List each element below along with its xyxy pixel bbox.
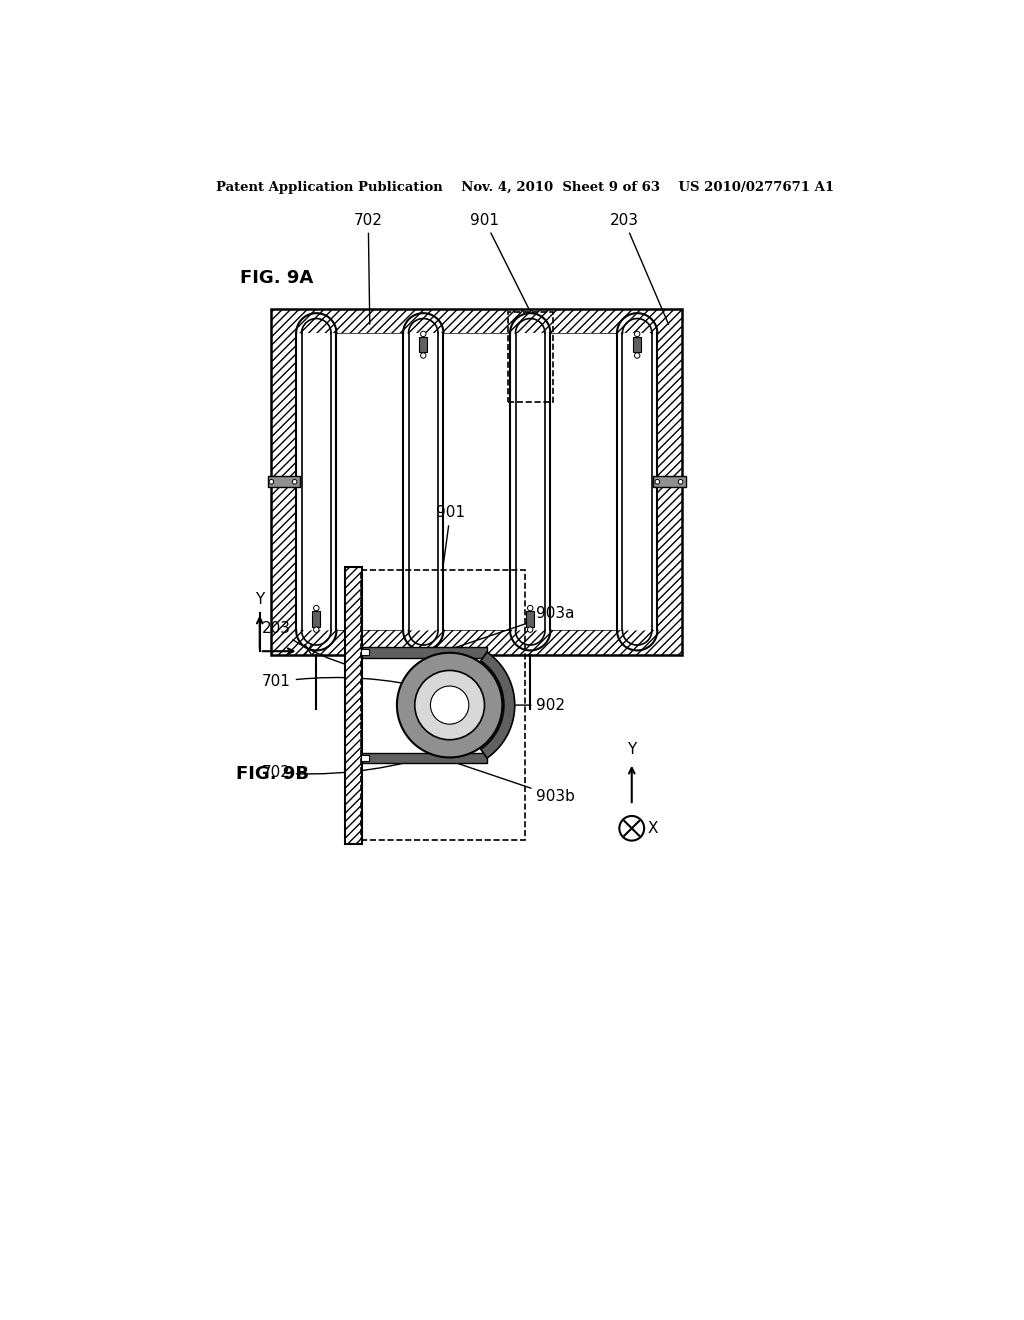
Bar (550, 333, 617, 631)
Circle shape (635, 331, 640, 337)
Bar (653, 477, 686, 487)
Circle shape (313, 627, 319, 632)
Text: 203: 203 (262, 620, 351, 665)
Circle shape (635, 352, 640, 358)
FancyBboxPatch shape (409, 333, 438, 631)
Bar (360, 570, 524, 840)
Text: X: X (302, 644, 313, 659)
Bar (337, 333, 403, 631)
Bar (443, 333, 510, 631)
Circle shape (313, 606, 319, 611)
Bar (312, 611, 321, 627)
FancyBboxPatch shape (623, 333, 652, 631)
Text: FIG. 9B: FIG. 9B (237, 766, 309, 783)
Bar (526, 611, 535, 627)
Text: 902: 902 (514, 697, 565, 713)
Text: 702: 702 (354, 213, 383, 325)
Text: 203: 203 (609, 213, 669, 325)
Circle shape (527, 606, 532, 611)
FancyBboxPatch shape (302, 333, 331, 631)
Text: 702: 702 (262, 752, 443, 780)
Text: Patent Application Publication    Nov. 4, 2010  Sheet 9 of 63    US 2010/0277671: Patent Application Publication Nov. 4, 2… (216, 181, 834, 194)
Bar (508, 313, 553, 403)
Bar (296, 333, 657, 631)
FancyBboxPatch shape (515, 333, 545, 631)
Circle shape (678, 479, 683, 484)
Text: FIG. 9A: FIG. 9A (241, 269, 313, 286)
Text: 903a: 903a (444, 606, 574, 651)
Bar (550, 333, 617, 631)
Circle shape (397, 653, 503, 758)
Text: 903b: 903b (444, 759, 575, 804)
Circle shape (527, 627, 532, 632)
Circle shape (292, 479, 297, 484)
Bar (361, 649, 369, 655)
Circle shape (620, 816, 644, 841)
Text: 901: 901 (436, 506, 465, 566)
Circle shape (421, 331, 426, 337)
Text: 701: 701 (262, 675, 431, 689)
Text: Y: Y (627, 742, 636, 756)
Text: 901: 901 (470, 213, 529, 309)
Bar (345, 566, 362, 843)
Text: X: X (648, 821, 658, 836)
Bar (362, 752, 487, 763)
Circle shape (269, 479, 273, 484)
Bar (361, 755, 369, 762)
Circle shape (655, 479, 659, 484)
Circle shape (421, 352, 426, 358)
Bar (337, 333, 403, 631)
Circle shape (415, 671, 484, 739)
Bar (633, 337, 641, 352)
Bar (443, 333, 510, 631)
Bar (271, 309, 682, 655)
Circle shape (430, 686, 469, 725)
Polygon shape (480, 652, 515, 758)
Bar (420, 337, 427, 352)
Bar (362, 647, 487, 657)
Bar (267, 477, 300, 487)
Text: Y: Y (255, 591, 264, 607)
